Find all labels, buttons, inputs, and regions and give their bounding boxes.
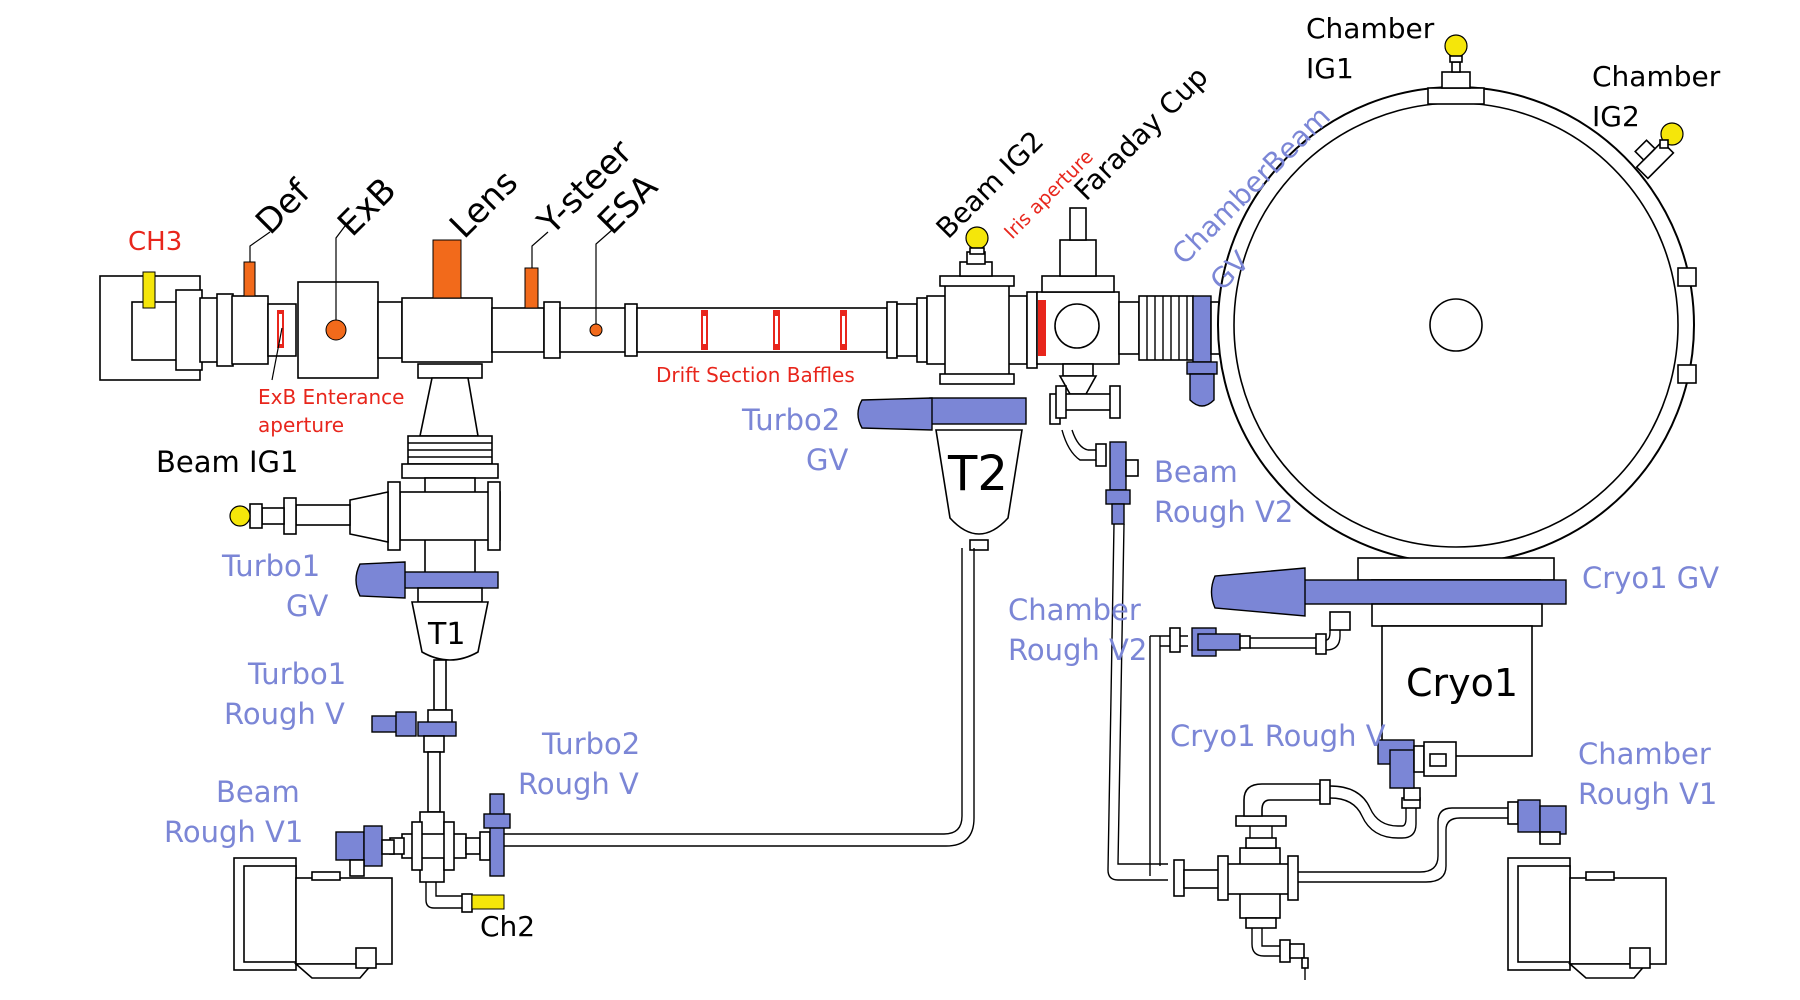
rough-valve-icon[interactable] [1109,441,1127,491]
rough-valve-icon[interactable] [335,831,365,861]
einzel-lens [401,239,561,363]
label-def: Def [248,172,319,243]
label-lens: Lens [442,163,526,247]
label-turbo1-gv-line2: GV [286,589,328,623]
label-beam-rough-v1-line2: Rough V1 [164,815,303,849]
beamline [99,207,1236,407]
label-chamber-ig1-line1: Chamber [1306,12,1435,45]
exb-filter [297,281,403,379]
turbo-pump-icon [935,429,1023,535]
label-chamber-ig2-line2: IG2 [1592,100,1640,133]
gate-valve-icon[interactable] [401,571,499,589]
gate-valve-icon[interactable] [1192,295,1212,363]
label-turbo1-gv-line1: Turbo1 [221,549,320,583]
label-turbo2-rough-v-line1: Turbo2 [541,727,640,761]
deflector-def [231,261,297,365]
leader-lines [249,221,613,381]
label-chamber-rough-v2-line1: Chamber [1008,593,1141,627]
label-turbo2-gv-line1: Turbo2 [741,403,840,437]
label-beam-ig1: Beam IG1 [156,445,298,479]
drift-section [636,297,928,363]
ion-gauge-icon [229,505,251,527]
label-cryo1-rough-v: Cryo1 Rough V [1170,719,1386,753]
label-chamber-ig1-line2: IG1 [1306,52,1354,85]
esa [559,303,638,357]
label-drift-baffles: Drift Section Baffles [656,363,855,387]
label-cryo1: Cryo1 [1406,661,1518,705]
label-chamber-rough-v1-line1: Chamber [1578,737,1711,771]
label-t1: T1 [427,617,465,652]
label-chamber-ig2-line1: Chamber [1592,60,1721,93]
label-faraday-cup: Faraday Cup [1068,60,1215,207]
turbo1-stack [229,363,501,813]
ion-gauge-icon [1659,122,1684,149]
beam-rough-v2-column [1049,385,1139,525]
label-ch2: Ch2 [480,910,535,943]
label-chamber-rough-v1-line2: Rough V1 [1578,777,1717,811]
chamber-beam-gv [1118,295,1236,407]
label-beam-rough-v2-line2: Rough V2 [1154,495,1293,529]
label-exb-entrance-line1: ExB Enterance [258,385,404,409]
label-turbo2-gv-line2: GV [806,443,848,477]
label-turbo2-rough-v-line2: Rough V [518,767,639,801]
gate-valve-icon[interactable] [1299,579,1567,605]
ion-source-ch3 [99,271,234,381]
label-exb: ExB [330,170,404,244]
label-turbo1-rough-v-line1: Turbo1 [247,657,346,691]
turbo-pump-icon [411,601,489,661]
label-cryo1-gv: Cryo1 GV [1582,561,1719,595]
cryo-pump-icon [1381,625,1533,757]
label-exb-entrance-line2: aperture [258,413,344,437]
turbo2-stack [857,397,1027,551]
rough-valve-icon[interactable] [1517,799,1541,833]
label-beam-rough-v2-line1: Beam [1154,455,1238,489]
faraday-cup-block [1036,207,1120,395]
beam-rough-manifold [233,793,511,979]
beam-cross-t2 [926,251,1038,385]
label-chamber-rough-v2-line2: Rough V2 [1008,633,1147,667]
ion-gauges [965,34,1684,255]
gate-valve-icon[interactable] [929,397,1027,425]
label-turbo1-rough-v-line2: Rough V [224,697,345,731]
label-t2: T2 [947,446,1008,502]
ion-gauge-icon [1444,34,1468,63]
rough-valve-icon[interactable] [489,793,505,877]
rough-lines [504,523,1667,980]
label-beam-rough-v1-line1: Beam [216,775,300,809]
ion-gauge-icon [965,226,989,255]
label-ch3: CH3 [128,227,182,257]
vacuum-chamber [1210,61,1697,757]
